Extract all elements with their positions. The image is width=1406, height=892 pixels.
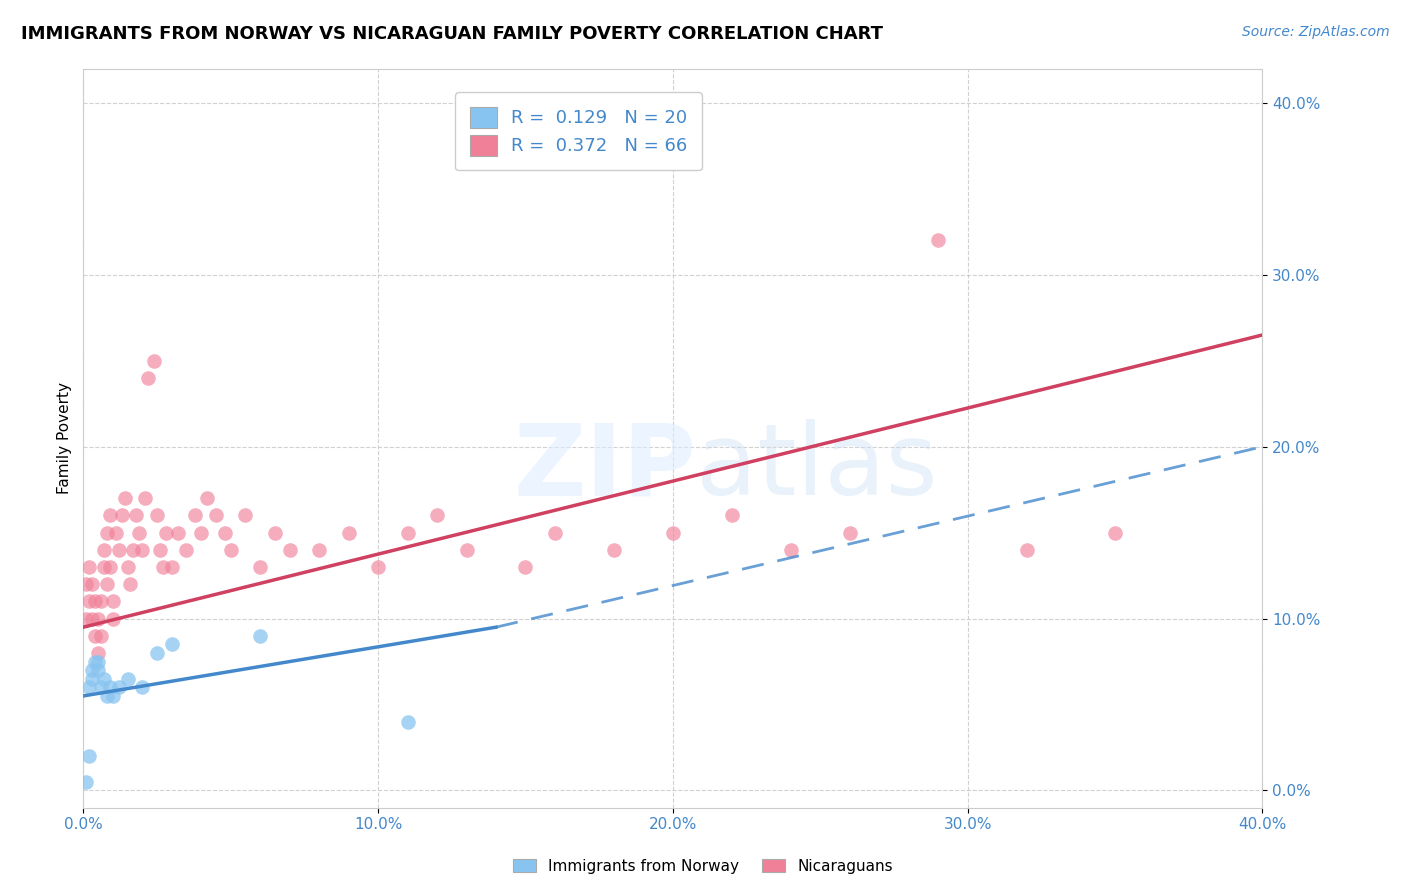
Point [77,594,100,608]
Point [367,560,389,574]
Point [131,681,153,695]
Point [152,560,174,574]
Point [82,672,104,686]
Point [96,525,118,540]
Point [98,560,121,574]
Point [396,525,419,540]
Point [117,560,139,574]
Point [184,508,207,523]
Point [190,525,212,540]
Point [176,542,198,557]
Point [214,525,236,540]
Point [114,491,136,506]
Point [98,508,121,523]
Point [456,542,478,557]
Point [721,508,744,523]
Point [82,663,104,677]
Point [75,577,97,591]
Text: IMMIGRANTS FROM NORWAY VS NICARAGUAN FAMILY POVERTY CORRELATION CHART: IMMIGRANTS FROM NORWAY VS NICARAGUAN FAM… [21,25,883,43]
Point [219,542,242,557]
Legend: Immigrants from Norway, Nicaraguans: Immigrants from Norway, Nicaraguans [508,853,898,880]
Point [128,525,150,540]
Point [155,525,177,540]
Point [96,689,118,703]
Point [838,525,860,540]
Point [426,508,449,523]
Point [84,594,107,608]
Point [122,542,145,557]
Point [87,663,110,677]
Point [75,611,97,625]
Point [662,525,685,540]
Point [117,672,139,686]
Point [75,775,97,789]
Point [107,542,129,557]
Point [93,542,115,557]
Point [136,371,159,385]
Point [107,681,129,695]
Point [84,655,107,669]
Point [160,560,183,574]
Point [195,491,218,506]
Point [235,508,257,523]
Point [90,594,112,608]
Point [396,714,419,729]
Text: atlas: atlas [696,419,938,516]
Point [101,689,124,703]
Point [1015,542,1038,557]
Point [779,542,801,557]
Point [82,611,104,625]
Point [87,611,110,625]
Point [249,629,271,643]
Point [93,560,115,574]
Y-axis label: Family Poverty: Family Poverty [58,382,72,494]
Point [82,577,104,591]
Point [264,525,287,540]
Point [337,525,360,540]
Point [603,542,626,557]
Point [101,611,124,625]
Point [205,508,228,523]
Point [278,542,301,557]
Point [149,542,172,557]
Point [104,525,127,540]
Point [120,577,142,591]
Point [90,681,112,695]
Point [125,508,148,523]
Point [160,637,183,651]
Point [96,577,118,591]
Point [84,629,107,643]
Legend: R =  0.129   N = 20, R =  0.372   N = 66: R = 0.129 N = 20, R = 0.372 N = 66 [456,93,702,170]
Point [93,672,115,686]
Point [166,525,188,540]
Point [134,491,156,506]
Point [87,655,110,669]
Point [87,646,110,660]
Text: Source: ZipAtlas.com: Source: ZipAtlas.com [1241,25,1389,39]
Text: ZIP: ZIP [513,419,696,516]
Point [98,681,121,695]
Point [77,681,100,695]
Point [308,542,330,557]
Point [77,749,100,764]
Point [249,560,271,574]
Point [146,508,169,523]
Point [101,594,124,608]
Point [131,542,153,557]
Point [77,560,100,574]
Point [110,508,132,523]
Point [515,560,537,574]
Point [143,353,166,368]
Point [1104,525,1126,540]
Point [544,525,567,540]
Point [927,234,949,248]
Point [146,646,169,660]
Point [90,629,112,643]
